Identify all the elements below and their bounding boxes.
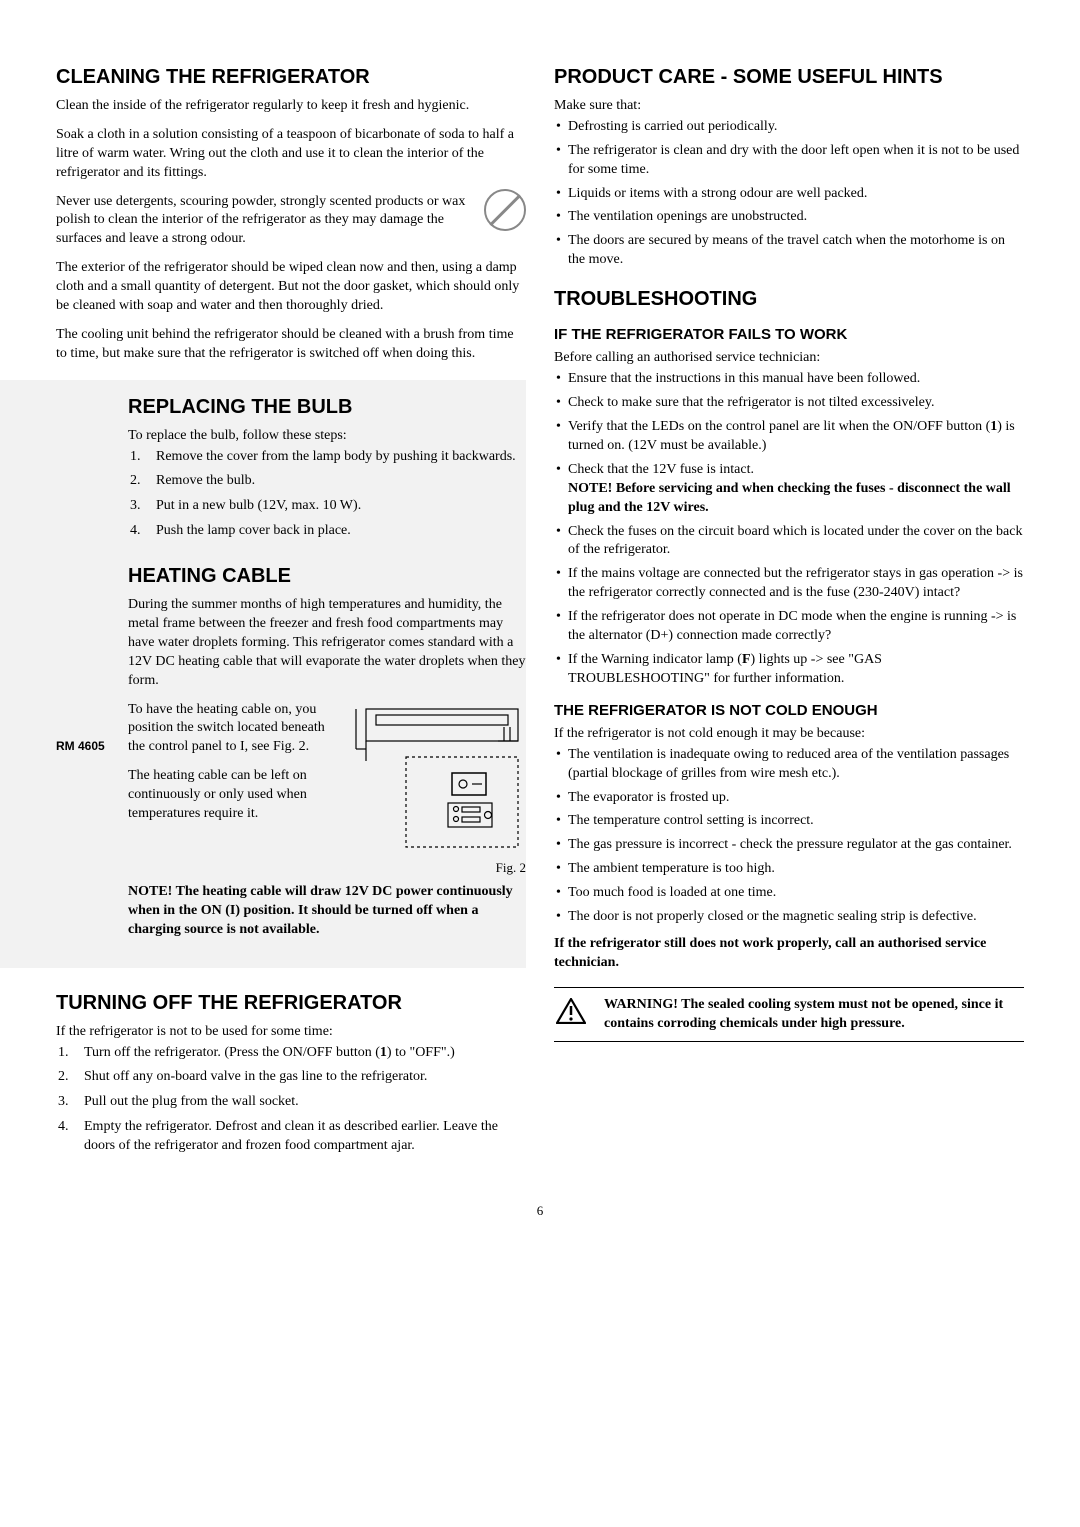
care-item: The doors are secured by means of the tr… (554, 232, 1024, 270)
warning-box: WARNING! The sealed cooling system must … (554, 987, 1024, 1043)
section-heating: HEATING CABLE During the summer months o… (128, 563, 526, 940)
bulb-steps: Remove the cover from the lamp body by p… (128, 448, 526, 542)
figure-label: Fig. 2 (346, 859, 526, 877)
care-intro: Make sure that: (554, 97, 1024, 116)
fails-item: If the mains voltage are connected but t… (554, 565, 1024, 603)
figure-2: Fig. 2 (346, 701, 526, 877)
right-column: PRODUCT CARE - SOME USEFUL HINTS Make su… (554, 62, 1024, 1172)
notcold-item: The ventilation is inadequate owing to r… (554, 746, 1024, 784)
heading-troubleshooting: TROUBLESHOOTING (554, 286, 1024, 313)
subheading-fails: IF THE REFRIGERATOR FAILS TO WORK (554, 325, 1024, 345)
turnoff-step: Turn off the refrigerator. (Press the ON… (56, 1044, 526, 1063)
notcold-intro: If the refrigerator is not cold enough i… (554, 725, 1024, 744)
fails-intro: Before calling an authorised service tec… (554, 349, 1024, 368)
fails-list: Ensure that the instructions in this man… (554, 370, 1024, 688)
fails-item: If the refrigerator does not operate in … (554, 608, 1024, 646)
left-column-wrapper: RM 4605 CLEANING THE REFRIGERATOR Clean … (56, 62, 526, 1172)
care-list: Defrosting is carried out periodically. … (554, 118, 1024, 270)
notcold-item: The evaporator is frosted up. (554, 789, 1024, 808)
heating-figure-row: To have the heating cable on, you positi… (128, 701, 526, 877)
heading-care: PRODUCT CARE - SOME USEFUL HINTS (554, 64, 1024, 91)
notcold-item: The temperature control setting is incor… (554, 812, 1024, 831)
heading-heating: HEATING CABLE (128, 563, 526, 590)
fails-item: Verify that the LEDs on the control pane… (554, 418, 1024, 456)
section-care: PRODUCT CARE - SOME USEFUL HINTS Make su… (554, 64, 1024, 270)
care-item: Liquids or items with a strong odour are… (554, 185, 1024, 204)
care-item: The ventilation openings are unobstructe… (554, 208, 1024, 227)
bulb-step: Push the lamp cover back in place. (128, 522, 526, 541)
notcold-closing: If the refrigerator still does not work … (554, 935, 1024, 973)
page-columns: RM 4605 CLEANING THE REFRIGERATOR Clean … (56, 62, 1024, 1172)
heading-bulb: REPLACING THE BULB (128, 394, 526, 421)
fails-item: Ensure that the instructions in this man… (554, 370, 1024, 389)
notcold-item: The door is not properly closed or the m… (554, 908, 1024, 927)
bulb-step: Remove the cover from the lamp body by p… (128, 448, 526, 467)
prohibited-icon (484, 189, 526, 231)
bulb-step: Put in a new bulb (12V, max. 10 W). (128, 497, 526, 516)
turnoff-step: Shut off any on-board valve in the gas l… (56, 1068, 526, 1087)
bulb-intro: To replace the bulb, follow these steps: (128, 427, 526, 446)
heating-p1: During the summer months of high tempera… (128, 596, 526, 690)
care-item: Defrosting is carried out periodically. (554, 118, 1024, 137)
model-label: RM 4605 (56, 738, 105, 754)
fails-item: Check the fuses on the circuit board whi… (554, 523, 1024, 561)
refrigerator-diagram-icon (346, 701, 526, 851)
turnoff-step: Empty the refrigerator. Defrost and clea… (56, 1118, 526, 1156)
fails-item: If the Warning indicator lamp (F) lights… (554, 651, 1024, 689)
heating-figure-text: To have the heating cable on, you positi… (128, 701, 332, 824)
page-number: 6 (56, 1202, 1024, 1220)
notcold-item: The ambient temperature is too high. (554, 860, 1024, 879)
subheading-notcold: THE REFRIGERATOR IS NOT COLD ENOUGH (554, 701, 1024, 721)
section-bulb: REPLACING THE BULB To replace the bulb, … (128, 394, 526, 541)
notcold-item: The gas pressure is incorrect - check th… (554, 836, 1024, 855)
turnoff-step: Pull out the plug from the wall socket. (56, 1093, 526, 1112)
left-sidebar: RM 4605 (56, 62, 128, 1172)
heating-p3: The heating cable can be left on continu… (128, 767, 332, 824)
section-troubleshooting: TROUBLESHOOTING IF THE REFRIGERATOR FAIL… (554, 286, 1024, 1042)
notcold-item: Too much food is loaded at one time. (554, 884, 1024, 903)
fails-item: Check to make sure that the refrigerator… (554, 394, 1024, 413)
warning-icon (556, 998, 586, 1024)
heating-note: NOTE! The heating cable will draw 12V DC… (128, 883, 526, 940)
warning-text: WARNING! The sealed cooling system must … (604, 996, 1024, 1034)
bulb-step: Remove the bulb. (128, 472, 526, 491)
fails-item: Check that the 12V fuse is intact.NOTE! … (554, 461, 1024, 518)
care-item: The refrigerator is clean and dry with t… (554, 142, 1024, 180)
notcold-list: The ventilation is inadequate owing to r… (554, 746, 1024, 927)
turnoff-steps: Turn off the refrigerator. (Press the ON… (56, 1044, 526, 1156)
heating-p2: To have the heating cable on, you positi… (128, 701, 332, 758)
